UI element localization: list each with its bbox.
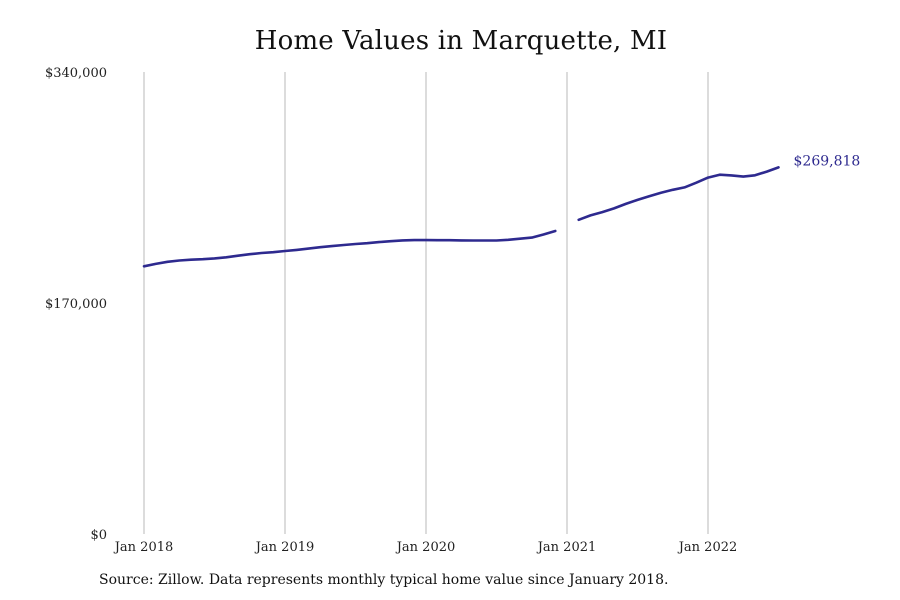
source-note: Source: Zillow. Data represents monthly … (99, 572, 669, 588)
y-tick-label: $0 (90, 528, 107, 543)
x-tick-label: Jan 2021 (536, 540, 597, 555)
y-axis-ticks: $0 $170,000 $340,000 (45, 66, 107, 543)
series-lines (142, 166, 780, 268)
x-tick-label: Jan 2022 (677, 540, 738, 555)
y-tick-label: $340,000 (45, 66, 107, 81)
gridlines (143, 72, 709, 534)
series-line-segment (577, 166, 780, 222)
x-tick-label: Jan 2020 (395, 540, 456, 555)
end-labels: $269,818 (794, 153, 861, 169)
y-tick-label: $170,000 (45, 297, 107, 312)
x-tick-label: Jan 2018 (113, 540, 174, 555)
series-line-segment (142, 229, 557, 268)
x-tick-label: Jan 2019 (254, 540, 315, 555)
chart-title: Home Values in Marquette, MI (254, 26, 668, 56)
end-value-label: $269,818 (794, 153, 861, 169)
x-axis-ticks: Jan 2018 Jan 2019 Jan 2020 Jan 2021 Jan 2022 (113, 540, 738, 555)
